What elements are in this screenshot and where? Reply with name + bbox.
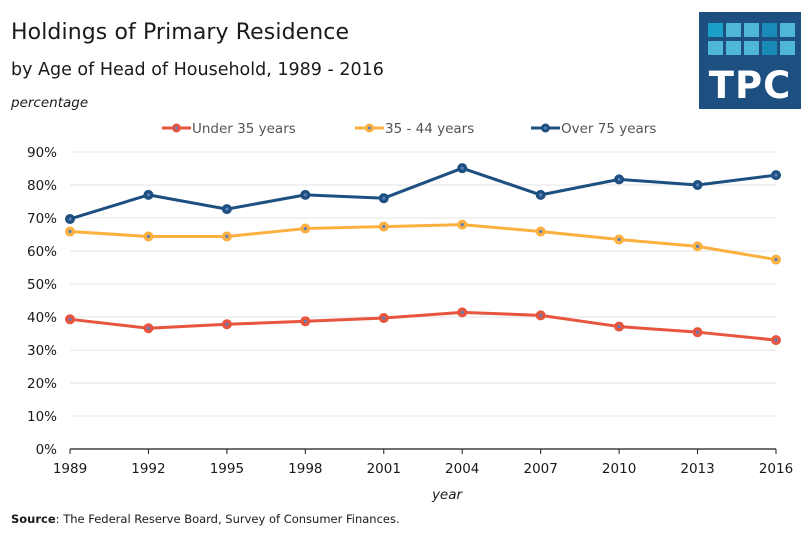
data-point-center — [146, 234, 151, 239]
data-point-center — [382, 224, 386, 229]
series-35-44-years — [65, 219, 781, 265]
source-text: : The Federal Reserve Board, Survey of C… — [55, 512, 400, 526]
legend-label: Under 35 years — [192, 121, 296, 137]
data-point-center — [774, 338, 778, 342]
data-point-center — [303, 319, 307, 323]
data-point-center — [460, 166, 464, 170]
logo-tile — [708, 41, 723, 55]
data-point-center — [382, 316, 386, 320]
tpc-logo: TPC — [699, 12, 801, 109]
legend-item: Over 75 years — [531, 121, 656, 137]
series-over-75-years — [65, 163, 781, 224]
y-tick-label: 70% — [27, 211, 57, 227]
data-point-center — [695, 183, 700, 187]
data-point-center — [460, 223, 464, 227]
x-tick-label: 2007 — [523, 461, 557, 477]
data-point-center — [539, 193, 543, 197]
data-point-center — [617, 237, 621, 242]
data-point-center — [225, 234, 229, 239]
series-line — [69, 223, 777, 262]
y-tick-label: 40% — [27, 310, 57, 326]
series-line — [69, 310, 777, 342]
x-tick-label: 1995 — [210, 461, 244, 477]
data-point-center — [303, 226, 307, 231]
y-tick-label: 60% — [27, 244, 57, 260]
y-tick-label: 0% — [36, 442, 58, 458]
y-tick-label: 30% — [27, 343, 57, 359]
x-tick-label: 2013 — [680, 461, 714, 477]
chart-title: Holdings of Primary Residence — [11, 20, 350, 45]
series-line — [69, 166, 777, 221]
x-tick-label: 2010 — [602, 461, 636, 477]
x-axis-label: year — [431, 487, 464, 503]
y-axis-ticks: 0% 10% 20% 30% 40% 50% 60% 70% 80% 90% — [27, 145, 57, 458]
data-point-center — [225, 207, 229, 211]
data-point-center — [617, 324, 621, 329]
legend-swatch-center — [175, 126, 178, 130]
legend-label: Over 75 years — [561, 121, 656, 137]
legend-label: 35 - 44 years — [385, 121, 474, 137]
data-point-center — [146, 326, 151, 330]
x-axis: 1989 1992 1995 1998 2001 2004 2007 2010 2013 2016 — [53, 448, 793, 477]
legend-item: Under 35 years — [162, 121, 296, 137]
y-tick-label: 90% — [27, 145, 57, 161]
data-point-center — [382, 196, 386, 200]
source-label: Source — [11, 512, 56, 526]
logo-tile — [708, 23, 723, 37]
chart-subtitle: by Age of Head of Household, 1989 - 2016 — [11, 60, 384, 80]
data-point-center — [539, 313, 543, 317]
data-point-center — [774, 257, 778, 262]
x-tick-label: 2016 — [759, 461, 793, 477]
data-point-center — [303, 193, 307, 197]
logo-tile — [726, 23, 741, 37]
x-tick-label: 1992 — [131, 461, 165, 477]
logo-tile — [780, 41, 795, 55]
series-lines — [65, 163, 781, 346]
data-point-center — [617, 177, 621, 181]
x-tick-label: 2001 — [367, 461, 401, 477]
data-point-center — [695, 330, 700, 334]
source-note: Source: The Federal Reserve Board, Surve… — [11, 512, 400, 526]
data-point-center — [68, 317, 72, 321]
legend-swatch-center — [544, 126, 547, 130]
logo-tile — [762, 23, 777, 37]
logo-text: TPC — [708, 64, 792, 107]
data-point-center — [68, 229, 72, 234]
x-tick-label: 2004 — [445, 461, 479, 477]
legend-item: 35 - 44 years — [355, 121, 474, 137]
data-point-center — [225, 322, 229, 326]
gridlines — [70, 151, 776, 417]
y-tick-label: 20% — [27, 376, 57, 392]
logo-tile — [744, 41, 759, 55]
legend: Under 35 years 35 - 44 years Over 75 years — [162, 121, 656, 137]
data-point-center — [695, 244, 700, 248]
logo-tile — [726, 41, 741, 55]
data-point-center — [146, 193, 151, 197]
y-axis-unit-label: percentage — [11, 95, 89, 111]
logo-tile — [744, 23, 759, 37]
y-tick-label: 10% — [27, 409, 57, 425]
y-tick-label: 50% — [27, 277, 57, 293]
logo-tile — [780, 23, 795, 37]
x-tick-label: 1998 — [288, 461, 322, 477]
data-point-center — [539, 229, 543, 234]
data-point-center — [460, 310, 464, 314]
y-tick-label: 80% — [27, 178, 57, 194]
data-point-center — [774, 173, 778, 177]
logo-tile — [762, 41, 777, 55]
series-under-35-years — [65, 307, 781, 346]
legend-swatch-center — [368, 126, 371, 130]
x-tick-label: 1989 — [53, 461, 87, 477]
data-point-center — [68, 217, 72, 221]
